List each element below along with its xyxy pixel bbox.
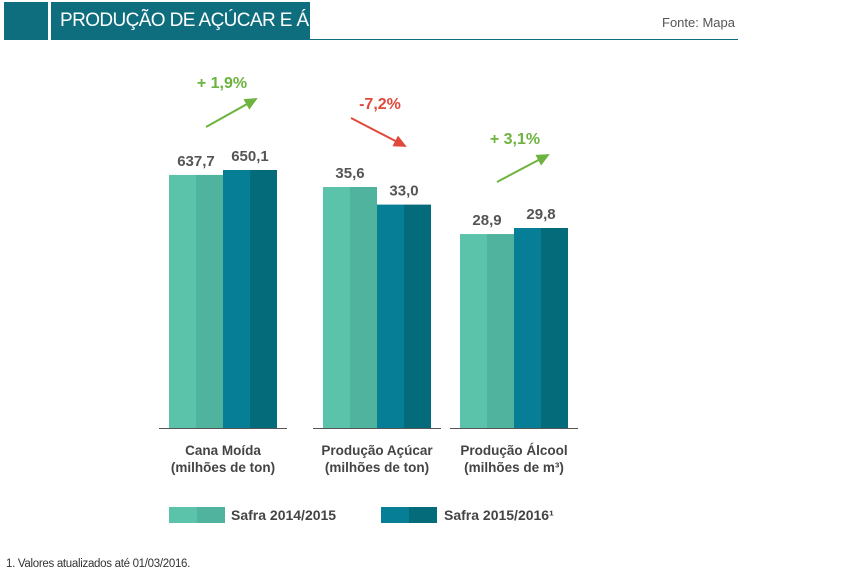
category-label-2-line1: Produção Álcool <box>460 443 567 458</box>
bar-2-0-right <box>487 234 514 428</box>
page-title: PRODUÇÃO DE AÇÚCAR E ÁLCOOL <box>60 10 371 31</box>
bar-0-0-right <box>196 174 223 428</box>
change-arrow-1-head <box>392 135 407 147</box>
bar-1-0-left <box>323 187 350 428</box>
header-accent-bar <box>48 2 51 40</box>
bar-2-1-right <box>541 228 568 428</box>
data-label-2-0: 28,9 <box>472 212 501 229</box>
data-label-0-0: 637,7 <box>177 153 215 170</box>
bar-1-1-left <box>377 204 404 428</box>
change-label-2: + 3,1% <box>490 131 540 148</box>
change-label-1: -7,2% <box>359 96 401 113</box>
bar-1-0-right <box>350 187 377 428</box>
change-label-0: + 1,9% <box>197 75 247 92</box>
category-label-0-line2: (milhões de ton) <box>171 460 275 475</box>
change-arrow-0-head <box>243 98 258 110</box>
legend-swatch-0-left <box>169 507 197 523</box>
bar-chart: 637,7 650,1 Cana Moída (milhões de ton) 35,6… <box>159 75 578 523</box>
category-label-1-line1: Produção Açúcar <box>321 443 433 458</box>
header-banner: PRODUÇÃO DE AÇÚCAR E ÁLCOOL <box>4 2 371 40</box>
change-arrow-2-head <box>535 154 550 166</box>
legend-label-0: Safra 2014/2015 <box>231 507 336 523</box>
data-label-1-1: 33,0 <box>389 183 418 200</box>
category-label-2-line2: (milhões de m³) <box>464 460 564 475</box>
bar-1-1-right <box>404 204 431 428</box>
legend-swatch-1-left <box>381 507 409 523</box>
data-label-0-1: 650,1 <box>231 148 269 165</box>
category-label-0-line1: Cana Moída <box>185 443 261 458</box>
legend-swatch-0-right <box>197 507 225 523</box>
category-label-1-line2: (milhões de ton) <box>325 460 429 475</box>
header-rule <box>310 39 738 40</box>
legend-label-1: Safra 2015/2016¹ <box>444 507 554 523</box>
source-label: Fonte: Mapa <box>662 15 735 30</box>
bar-2-1-left <box>514 228 541 428</box>
footnote: 1. Valores atualizados até 01/03/2016. <box>6 558 191 570</box>
data-label-2-1: 29,8 <box>526 206 555 223</box>
bar-0-1-left <box>223 170 250 428</box>
data-label-1-0: 35,6 <box>335 165 364 182</box>
legend-swatch-1-right <box>409 507 437 523</box>
bar-0-0-left <box>169 174 196 428</box>
bar-0-1-right <box>250 170 277 428</box>
bar-2-0-left <box>460 234 487 428</box>
